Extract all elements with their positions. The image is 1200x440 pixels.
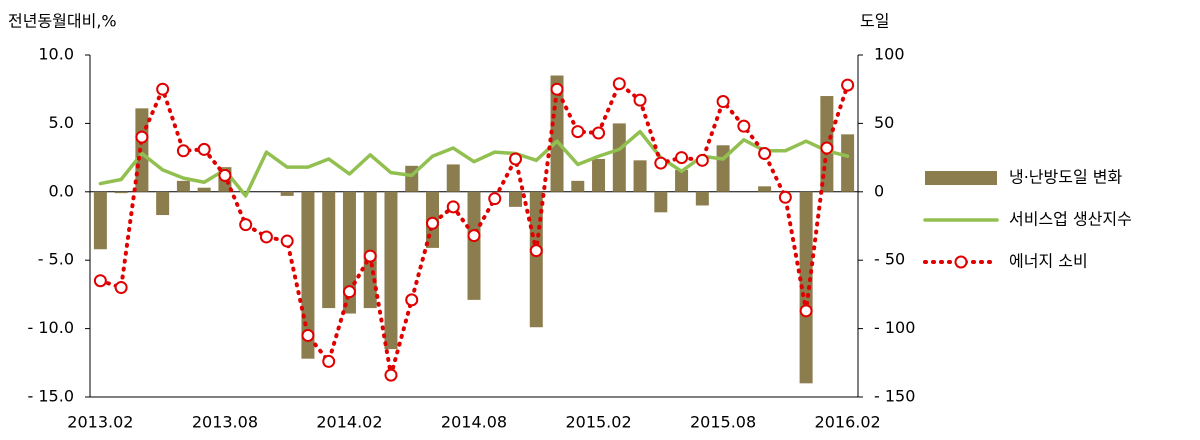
bar: [509, 191, 523, 207]
bar: [654, 191, 668, 213]
x-tick-label: 2013.08: [192, 413, 258, 432]
y-tick-label: 0.0: [49, 181, 74, 200]
marker: [446, 200, 460, 214]
marker: [529, 244, 543, 258]
marker: [758, 146, 772, 160]
x-tick-label: 2016.02: [815, 413, 881, 432]
bar: [633, 160, 647, 192]
bar: [758, 186, 772, 192]
marker: [820, 141, 834, 155]
bar: [322, 191, 336, 309]
x-tick-label: 2014.02: [316, 413, 382, 432]
legend-label: 냉·난방도일 변화: [1009, 168, 1122, 187]
marker: [176, 144, 190, 158]
marker: [301, 328, 315, 342]
marker: [405, 293, 419, 307]
bar: [592, 158, 606, 192]
y-axis-label: 전년동월대비,%: [8, 12, 117, 31]
legend-label: 에너지 소비: [1009, 252, 1088, 271]
marker: [841, 78, 855, 92]
y-tick-label: 5.0: [49, 113, 74, 132]
marker: [550, 82, 564, 96]
x-tick-label: 2015.02: [565, 413, 631, 432]
bar: [280, 191, 294, 196]
marker: [239, 218, 253, 232]
bar: [93, 191, 107, 250]
bar: [841, 134, 855, 192]
bar: [612, 123, 626, 192]
y2-axis-label: 도일: [860, 12, 889, 31]
marker: [342, 285, 356, 299]
x-tick-label: 2014.08: [441, 413, 507, 432]
marker: [425, 216, 439, 230]
bar: [114, 191, 128, 194]
x-tick-label: 2013.02: [67, 413, 133, 432]
marker: [612, 77, 626, 91]
marker: [716, 95, 730, 109]
bar: [467, 191, 481, 300]
x-tick-label: 2015.08: [690, 413, 756, 432]
legend-marker: [954, 255, 968, 269]
marker: [592, 126, 606, 140]
legend-swatch: [925, 171, 997, 185]
marker: [114, 281, 128, 295]
y-tick-label: 10.0: [38, 45, 74, 64]
bar: [675, 169, 689, 192]
marker: [93, 274, 107, 288]
y2-tick-label: - 50: [874, 250, 905, 269]
marker: [467, 229, 481, 243]
line: [98, 129, 850, 198]
bar: [176, 180, 190, 192]
marker: [280, 234, 294, 248]
marker: [799, 304, 813, 318]
bar: [156, 191, 170, 216]
y2-tick-label: - 150: [874, 387, 915, 406]
bar: [384, 191, 398, 350]
marker: [135, 130, 149, 144]
marker: [363, 249, 377, 263]
bar: [550, 75, 564, 192]
bar: [799, 191, 813, 384]
bar: [695, 191, 709, 206]
bar: [571, 180, 585, 192]
marker: [218, 168, 232, 182]
y2-tick-label: 100: [874, 45, 905, 64]
marker: [322, 354, 336, 368]
marker: [654, 156, 668, 170]
bar: [446, 164, 460, 192]
marker: [384, 368, 398, 382]
marker: [737, 119, 751, 133]
marker: [695, 153, 709, 167]
bar: [716, 145, 730, 192]
marker: [571, 125, 585, 139]
marker: [675, 151, 689, 165]
y2-tick-label: 0: [874, 181, 884, 200]
marker: [633, 93, 647, 107]
y2-tick-label: - 100: [874, 318, 915, 337]
bar: [197, 187, 211, 192]
marker: [197, 142, 211, 156]
y-tick-label: - 15.0: [28, 387, 74, 406]
marker: [156, 82, 170, 96]
marker: [509, 152, 523, 166]
legend-label: 서비스업 생산지수: [1009, 210, 1132, 229]
marker: [778, 190, 792, 204]
marker: [259, 230, 273, 244]
marker: [488, 192, 502, 206]
y-tick-label: - 10.0: [28, 318, 74, 337]
y2-tick-label: 50: [874, 113, 894, 132]
y-tick-label: - 5.0: [38, 250, 74, 269]
